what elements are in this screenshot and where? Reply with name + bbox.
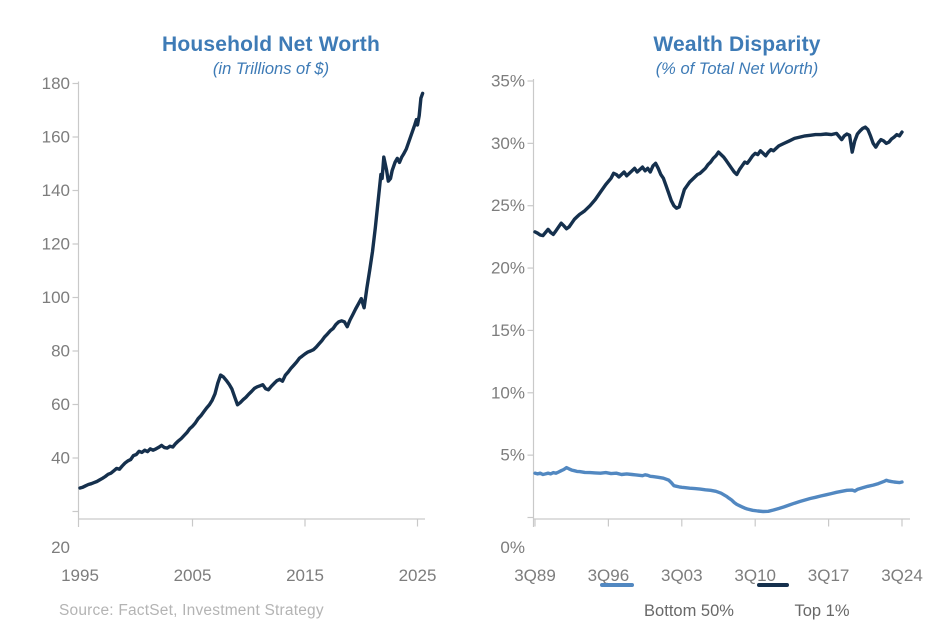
y-tick-label: 35% xyxy=(491,72,525,91)
x-tick-label: 2025 xyxy=(399,566,437,585)
source-note: Source: FactSet, Investment Strategy xyxy=(59,602,324,619)
y-tick-label: 120 xyxy=(42,235,70,254)
y-tick-label: 20 xyxy=(51,538,70,557)
right-chart-subtitle: (% of Total Net Worth) xyxy=(655,60,819,79)
x-tick-label: 3Q17 xyxy=(808,566,850,585)
y-tick-label: 10% xyxy=(491,383,525,402)
left-chart-title: Household Net Worth xyxy=(161,33,381,56)
series-line-bottom-50- xyxy=(533,465,904,514)
x-tick-label: 3Q03 xyxy=(661,566,703,585)
legend-label-top-1: Top 1% xyxy=(794,602,850,620)
x-tick-label: 3Q96 xyxy=(588,566,630,585)
right-chart-title-block: Wealth Disparity (% of Total Net Worth) xyxy=(557,33,917,79)
y-tick-label: 30% xyxy=(491,134,525,153)
series-line-household-net-worth xyxy=(78,91,425,490)
y-tick-label: 5% xyxy=(500,446,525,465)
y-tick-label: 25% xyxy=(491,196,525,215)
x-tick-label: 2005 xyxy=(174,566,212,585)
x-tick-label: 3Q24 xyxy=(881,566,923,585)
x-tick-label: 1995 xyxy=(61,566,99,585)
y-tick-label: 160 xyxy=(42,128,70,147)
y-tick-label: 20% xyxy=(491,259,525,278)
legend-label-bottom-50: Bottom 50% xyxy=(644,602,734,620)
left-chart-subtitle: (in Trillions of $) xyxy=(212,60,330,79)
y-tick-label: 80 xyxy=(51,342,70,361)
y-tick-label: 15% xyxy=(491,321,525,340)
x-tick-label: 3Q10 xyxy=(734,566,776,585)
right-chart-title: Wealth Disparity xyxy=(653,33,821,56)
legend-marker-top-1 xyxy=(757,583,789,587)
left-chart-title-block: Household Net Worth (in Trillions of $) xyxy=(91,33,451,79)
y-tick-label: 0% xyxy=(500,538,525,557)
y-tick-label: 100 xyxy=(42,288,70,307)
x-tick-label: 3Q89 xyxy=(514,566,556,585)
series-line-top-1- xyxy=(533,125,904,238)
x-tick-label: 2015 xyxy=(286,566,324,585)
y-tick-label: 60 xyxy=(51,395,70,414)
y-tick-label: 180 xyxy=(42,74,70,93)
y-tick-label: 40 xyxy=(51,449,70,468)
y-tick-label: 140 xyxy=(42,181,70,200)
legend-marker-bottom-50 xyxy=(600,583,634,587)
